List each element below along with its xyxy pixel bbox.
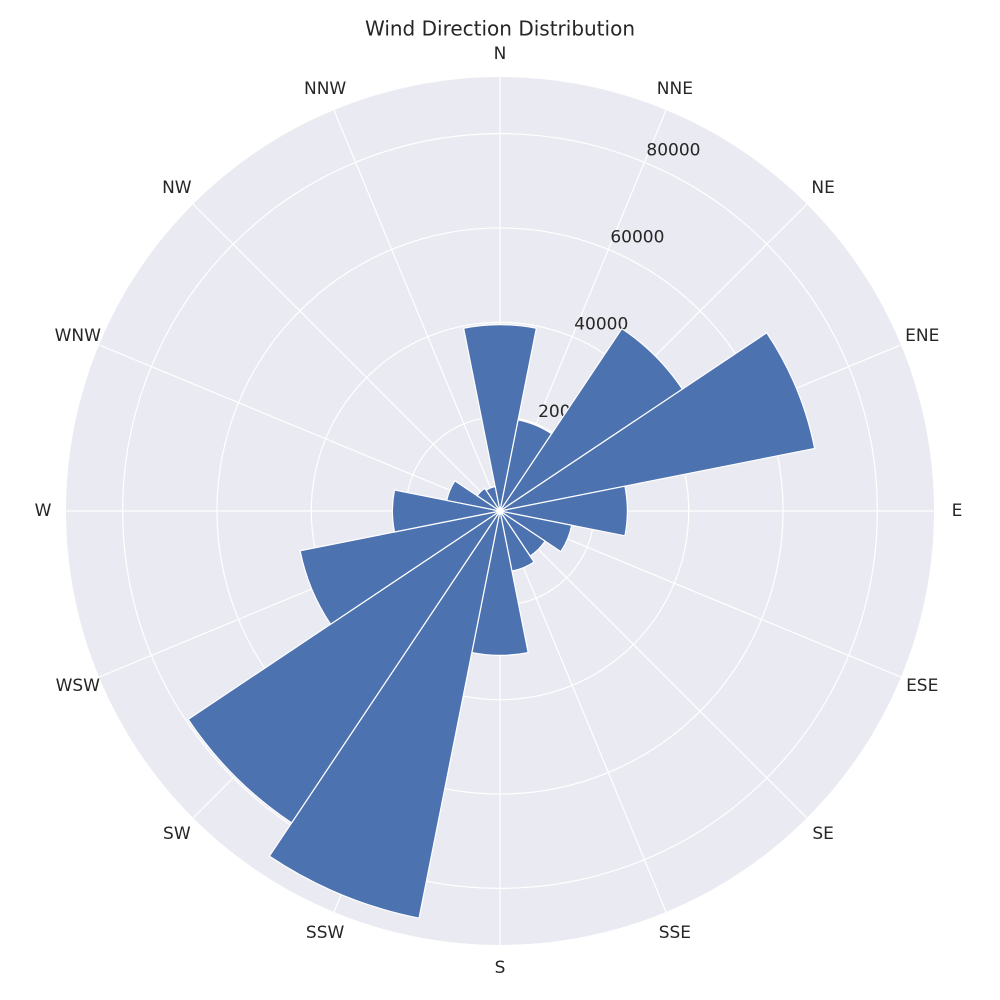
r-tick-label: 80000 bbox=[646, 140, 700, 160]
angle-label: SSE bbox=[659, 923, 691, 943]
bar bbox=[485, 485, 501, 512]
chart-title: Wind Direction Distribution bbox=[365, 17, 635, 41]
angle-label: W bbox=[35, 501, 52, 521]
bar bbox=[462, 324, 538, 512]
angle-label: ESE bbox=[906, 676, 938, 696]
grid-spoke bbox=[98, 344, 501, 512]
angle-label: NNW bbox=[304, 79, 346, 99]
bar bbox=[499, 485, 628, 537]
angle-label: SW bbox=[163, 824, 191, 844]
bar bbox=[187, 510, 501, 824]
grid-spoke bbox=[499, 510, 667, 913]
bar bbox=[268, 510, 501, 919]
angle-label: NE bbox=[811, 178, 834, 198]
bar bbox=[476, 487, 501, 512]
grid-spoke bbox=[499, 510, 808, 819]
angle-label: ENE bbox=[905, 326, 939, 346]
bar bbox=[446, 480, 501, 512]
r-tick-label: 40000 bbox=[574, 315, 628, 335]
angle-label: WSW bbox=[56, 676, 101, 696]
bar bbox=[499, 510, 573, 553]
angle-label: WNW bbox=[55, 326, 102, 346]
angle-label: SSW bbox=[306, 923, 345, 943]
grid-spoke bbox=[333, 109, 501, 512]
bar bbox=[391, 489, 501, 533]
r-tick-label: 60000 bbox=[610, 228, 664, 248]
angle-label: SE bbox=[812, 824, 834, 844]
angle-label: E bbox=[952, 501, 963, 521]
angle-label: NW bbox=[162, 178, 192, 198]
angle-label: N bbox=[494, 44, 507, 64]
grid-spoke bbox=[192, 203, 501, 512]
angle-label: NNE bbox=[657, 79, 693, 99]
angle-label: S bbox=[495, 958, 506, 978]
bar bbox=[499, 331, 816, 512]
bar bbox=[299, 510, 501, 626]
